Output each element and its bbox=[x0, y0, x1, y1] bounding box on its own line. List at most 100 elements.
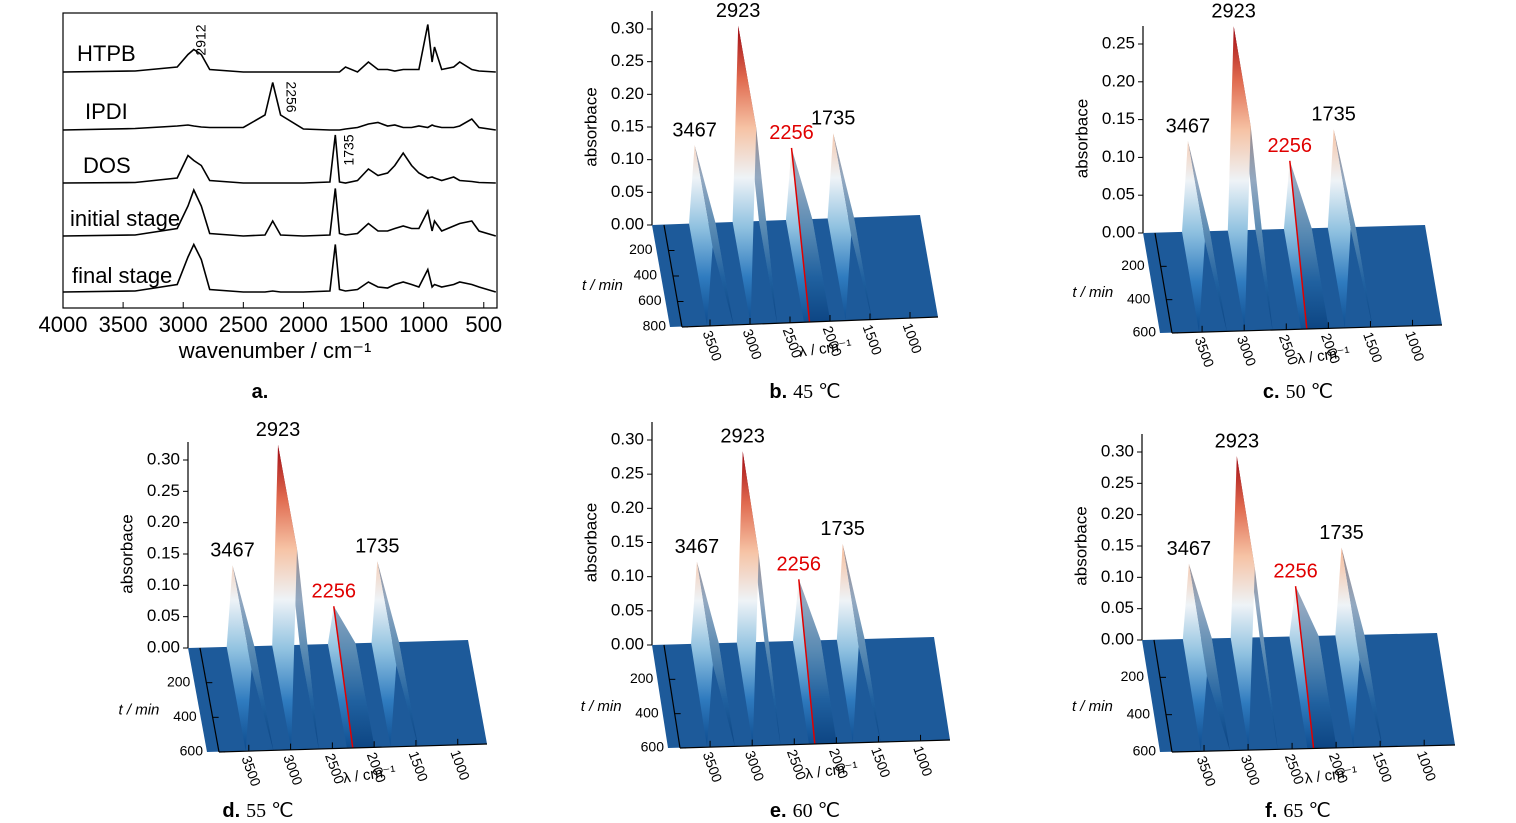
peak-slope bbox=[1289, 160, 1329, 329]
y-tick-label: 0.25 bbox=[1101, 473, 1134, 492]
panel-caption: f. 65 ℃ bbox=[1265, 800, 1331, 823]
y-tick-label: 0.25 bbox=[147, 481, 180, 500]
t-tick-label: 200 bbox=[1121, 668, 1145, 684]
t-axis bbox=[663, 644, 681, 749]
peak-ridge bbox=[226, 565, 252, 751]
peak-ridge bbox=[327, 606, 353, 748]
peak-slope-shade bbox=[1341, 547, 1383, 747]
panel-condition: 50 ℃ bbox=[1286, 381, 1333, 403]
t-axis-label: t / min bbox=[582, 277, 623, 294]
panel-caption: a. bbox=[252, 381, 269, 403]
x-axis bbox=[1171, 324, 1443, 334]
peak-slope-shade bbox=[1295, 586, 1337, 749]
peak-ridge bbox=[689, 145, 713, 326]
y-tick-label: 0.05 bbox=[1102, 185, 1135, 204]
y-tick-label: 0.00 bbox=[611, 634, 644, 653]
peak-slope-shade bbox=[377, 561, 418, 746]
peak-label: 2923 bbox=[1211, 1, 1256, 23]
panel-condition: 55 ℃ bbox=[246, 800, 293, 822]
peak-label: 2256 bbox=[1273, 561, 1318, 583]
t-axis bbox=[1154, 232, 1173, 334]
peak-ridge bbox=[1230, 456, 1255, 750]
series-label: HTPB bbox=[77, 41, 136, 66]
y-tick-label: 0.10 bbox=[1101, 567, 1134, 586]
panel-caption: b. 45 ℃ bbox=[769, 381, 840, 404]
t-tick-label: 400 bbox=[173, 708, 197, 724]
y-tick-label: 0.30 bbox=[1101, 441, 1134, 460]
y-tick-label: 0.25 bbox=[611, 51, 644, 70]
panel-letter: f. bbox=[1265, 800, 1277, 822]
x-tick-label: 3500 bbox=[99, 312, 148, 337]
t-tick-label: 800 bbox=[643, 318, 667, 334]
spectrum-line bbox=[62, 134, 496, 184]
t-tick-label: 200 bbox=[629, 241, 653, 257]
y-axis-label: absorbace bbox=[117, 514, 136, 593]
peak-slope-shade bbox=[696, 561, 735, 747]
t-tick-label: 600 bbox=[1133, 743, 1157, 759]
panel-letter: c. bbox=[1263, 381, 1280, 403]
peak-label: 2923 bbox=[256, 419, 301, 441]
y-axis-label: absorbace bbox=[1071, 506, 1090, 585]
peak-ridge bbox=[792, 579, 815, 744]
peak-ridge bbox=[1182, 141, 1205, 332]
y-tick-label: 0.15 bbox=[611, 532, 644, 551]
peak-annotation: 1735 bbox=[341, 134, 357, 165]
t-axis bbox=[1153, 639, 1173, 753]
panel-letter: e. bbox=[770, 800, 787, 822]
peak-slope bbox=[833, 133, 872, 320]
peak-annotation: 2256 bbox=[283, 81, 299, 112]
panel-caption: d. 55 ℃ bbox=[222, 800, 293, 823]
peak-ridge bbox=[1335, 547, 1360, 748]
peak-ridge bbox=[272, 444, 297, 750]
peak-ridge bbox=[1283, 160, 1307, 329]
peak-ridge bbox=[1182, 563, 1207, 751]
peak-label: 1735 bbox=[355, 535, 400, 557]
peak-label: 1735 bbox=[811, 108, 856, 130]
y-tick-label: 0.15 bbox=[1102, 109, 1135, 128]
peak-slope-shade bbox=[1188, 563, 1230, 751]
peak-annotation: 2912 bbox=[193, 24, 209, 55]
y-tick-label: 0.05 bbox=[147, 606, 180, 625]
y-axis-label: absorbace bbox=[1072, 99, 1091, 178]
t-axis-label: t / min bbox=[581, 698, 622, 715]
peak-label: 2256 bbox=[777, 554, 822, 576]
y-tick-label: 0.00 bbox=[1101, 629, 1134, 648]
y-tick-label: 0.10 bbox=[1102, 147, 1135, 166]
peak-label: 2256 bbox=[1268, 135, 1313, 157]
series-label: initial stage bbox=[70, 206, 180, 231]
peak-slope bbox=[696, 561, 735, 747]
x-axis-label: wavenumber / cm⁻¹ bbox=[178, 338, 372, 363]
y-axis-label: absorbace bbox=[581, 503, 600, 582]
peak-slope bbox=[798, 579, 837, 744]
panel-caption: c. 50 ℃ bbox=[1263, 381, 1333, 404]
y-tick-label: 0.25 bbox=[611, 464, 644, 483]
t-tick-label: 600 bbox=[180, 743, 204, 759]
peak-label: 1735 bbox=[820, 518, 865, 540]
y-tick-label: 0.25 bbox=[1102, 33, 1135, 52]
y-tick-label: 0.05 bbox=[611, 182, 644, 201]
x-axis bbox=[681, 316, 939, 328]
peak-slope bbox=[842, 543, 881, 742]
peak-label: 2923 bbox=[1215, 430, 1260, 452]
x-axis bbox=[1171, 744, 1456, 753]
peak-slope-shade bbox=[232, 565, 274, 751]
x-axis bbox=[218, 743, 488, 753]
series-label: final stage bbox=[72, 263, 172, 288]
y-tick-label: 0.30 bbox=[147, 449, 180, 468]
y-tick-label: 0.20 bbox=[611, 498, 644, 517]
peak-label: 2256 bbox=[312, 581, 357, 603]
x-tick-label: 2000 bbox=[279, 312, 328, 337]
y-tick-label: 0.00 bbox=[611, 214, 644, 233]
y-axis-label: absorbace bbox=[581, 87, 600, 166]
peak-slope-shade bbox=[791, 147, 831, 322]
spectrum-line bbox=[62, 187, 497, 237]
t-tick-label: 600 bbox=[1133, 324, 1157, 340]
peak-slope-shade bbox=[798, 579, 837, 744]
y-tick-label: 0.05 bbox=[1101, 598, 1134, 617]
peak-slope-shade bbox=[1333, 129, 1373, 327]
panel-letter: a. bbox=[252, 381, 269, 403]
peak-ridge bbox=[1289, 586, 1314, 749]
t-tick-label: 400 bbox=[1127, 705, 1151, 721]
peak-label: 3467 bbox=[675, 536, 720, 558]
